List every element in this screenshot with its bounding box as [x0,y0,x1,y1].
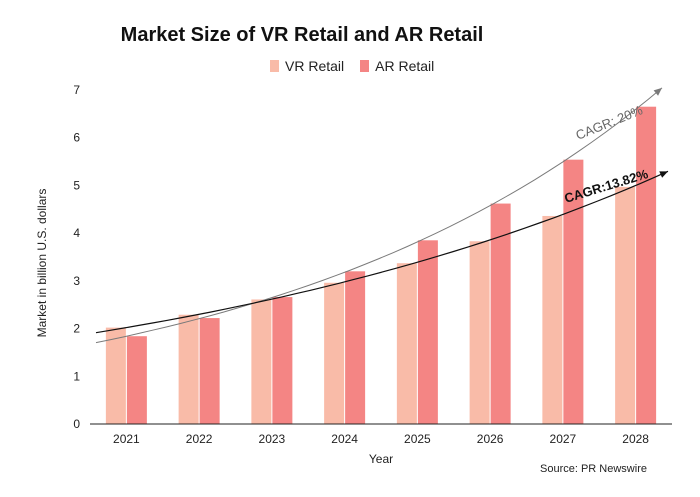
source-note: Source: PR Newswire [540,463,647,475]
bar-ar-retail [345,271,366,424]
x-tick-label: 2026 [477,432,504,446]
y-axis-title: Market in billion U.S. dollars [35,189,49,338]
legend-item-vr: VR Retail [270,58,344,74]
bar-vr-retail [615,186,636,424]
bar-ar-retail [272,297,293,424]
bar-ar-retail [636,106,657,424]
cagr-ar-label: CAGR: 20% [574,102,646,143]
x-axis-title: Year [369,452,393,466]
x-tick-label: 2021 [113,432,140,446]
legend-swatch-ar [360,60,370,72]
bar-ar-retail [199,318,220,424]
y-tick-label: 6 [73,131,80,145]
y-axis: 0 1 2 3 4 5 6 7 [73,83,80,431]
legend-label-ar: AR Retail [375,58,435,74]
trend-arrow-ar [653,87,662,96]
y-tick-label: 5 [73,178,80,192]
x-tick-label: 2024 [331,432,358,446]
trend-arrow-vr [659,171,668,178]
x-tick-label: 2023 [259,432,286,446]
y-tick-label: 1 [73,369,80,383]
x-axis: 2021 2022 2023 2024 2025 2026 2027 2028 [90,423,672,446]
trend-line-ar-cagr [95,87,663,344]
y-tick-label: 7 [73,83,80,97]
y-tick-label: 3 [73,274,80,288]
y-tick-label: 4 [73,226,80,240]
bar-vr-retail [469,241,490,424]
bar-vr-retail [324,282,345,424]
chart-title: Market Size of VR Retail and AR Retail [120,24,484,46]
x-tick-label: 2028 [622,432,649,446]
x-tick-label: 2027 [550,432,577,446]
bar-ar-retail [563,159,584,425]
bar-ar-retail [417,240,438,424]
bar-vr-retail [105,327,126,424]
bar-vr-retail [251,299,272,424]
trend-line-vr-cagr [95,170,669,334]
bar-vr-retail [542,215,563,424]
y-tick-label: 0 [73,417,80,431]
bars [105,106,657,425]
bar-ar-retail [126,336,147,424]
legend-label-vr: VR Retail [285,58,345,74]
legend-item-ar: AR Retail [360,58,434,74]
bar-vr-retail [178,314,199,424]
bar-vr-retail [396,263,417,424]
legend-swatch-vr [270,60,279,72]
x-tick-label: 2025 [404,432,431,446]
bar-ar-retail [490,203,511,424]
x-tick-label: 2022 [186,432,213,446]
y-tick-label: 2 [73,322,80,336]
legend: VR Retail AR Retail [270,58,434,74]
